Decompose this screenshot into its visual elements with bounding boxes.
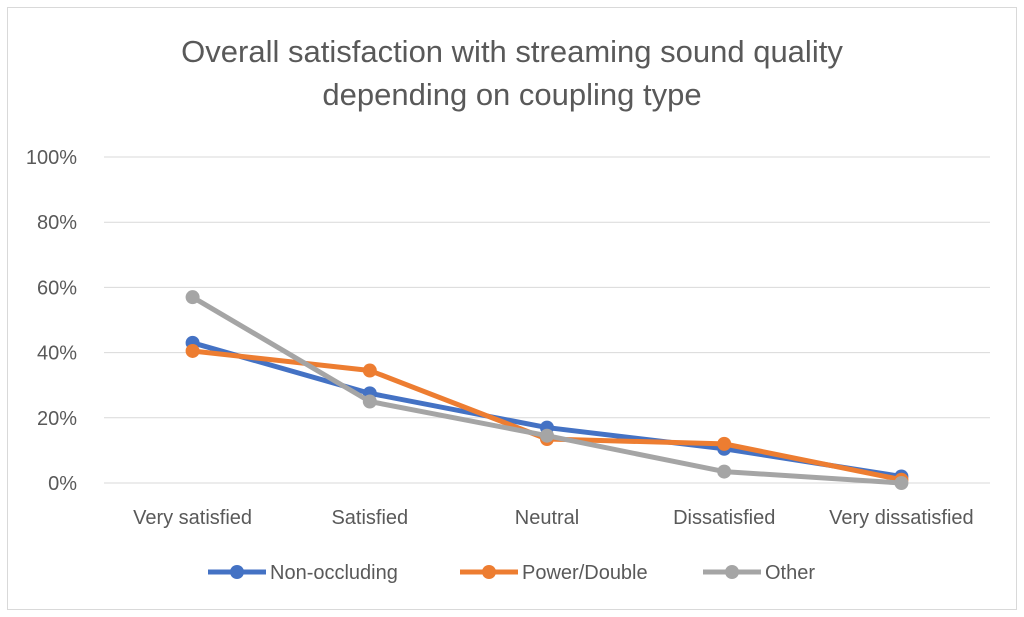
data-point-power-double <box>717 436 732 451</box>
series-line-power-double <box>190 348 904 483</box>
legend: Non-occluding Power/Double Other <box>208 562 815 584</box>
chart-title-line-1: Overall satisfaction with streaming soun… <box>181 34 843 69</box>
data-point-other <box>540 428 554 443</box>
data-point-other <box>185 290 200 305</box>
y-tick-label: 100% <box>26 147 77 169</box>
series-line-other <box>190 294 904 486</box>
data-point-power-double <box>185 343 200 358</box>
legend-marker-other <box>725 565 739 579</box>
y-axis-labels: 0% 20% 40% 60% 80% 100% <box>26 147 77 495</box>
legend-marker-non-occluding <box>230 565 244 579</box>
chart-title: Overall satisfaction with streaming soun… <box>0 30 1024 116</box>
y-tick-label: 60% <box>37 277 77 299</box>
y-tick-label: 80% <box>37 212 77 234</box>
legend-label-power-double: Power/Double <box>522 562 648 584</box>
x-tick-label: Very satisfied <box>133 507 252 529</box>
x-tick-label: Satisfied <box>331 507 408 529</box>
legend-label-other: Other <box>765 562 815 584</box>
data-point-power-double <box>362 363 377 378</box>
y-tick-label: 40% <box>37 343 77 365</box>
legend-label-non-occluding: Non-occluding <box>270 562 398 584</box>
legend-marker-power-double <box>482 565 496 579</box>
y-tick-label: 0% <box>48 473 77 495</box>
x-tick-label: Neutral <box>515 507 579 529</box>
chart-frame <box>7 7 1017 610</box>
x-axis-labels: Very satisfied Satisfied Neutral Dissatisfi… <box>133 507 974 529</box>
x-tick-label: Dissatisfied <box>673 507 775 529</box>
data-point-other <box>362 394 377 409</box>
series-group <box>185 290 909 490</box>
gridlines <box>104 156 990 484</box>
x-tick-label: Very dissatisfied <box>829 507 974 529</box>
chart-title-line-2: depending on coupling type <box>322 77 702 112</box>
y-tick-label: 20% <box>37 408 77 430</box>
data-point-other <box>717 464 732 479</box>
data-point-other <box>894 476 909 490</box>
